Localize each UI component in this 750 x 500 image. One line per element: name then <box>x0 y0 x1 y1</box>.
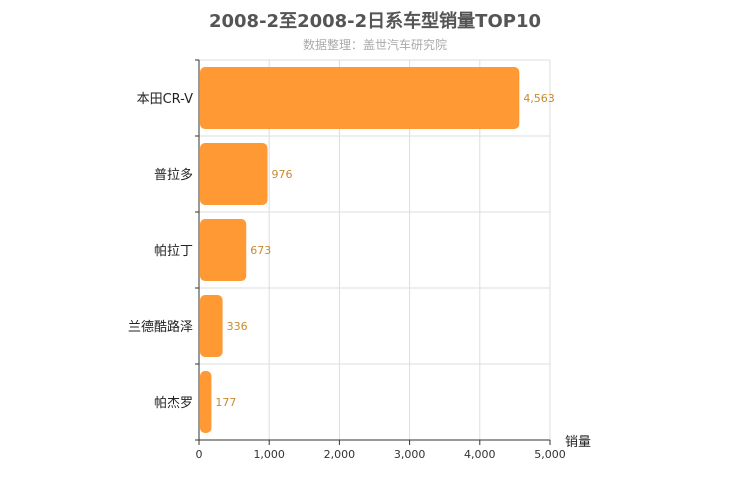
category-label: 本田CR-V <box>137 92 194 107</box>
value-label: 336 <box>227 320 248 333</box>
bar[interactable] <box>200 67 520 129</box>
value-label: 976 <box>272 168 293 181</box>
bar[interactable] <box>200 219 247 281</box>
category-label: 帕拉丁 <box>154 244 193 259</box>
chart-title: 2008-2至2008-2日系车型销量TOP10 <box>208 11 541 32</box>
value-label: 673 <box>250 244 271 257</box>
axis-layer <box>195 59 551 445</box>
bar-layer <box>200 67 520 433</box>
x-tick-label: 1,000 <box>253 448 285 461</box>
x-axis-title: 销量 <box>565 435 591 450</box>
x-tick-label: 4,000 <box>464 448 496 461</box>
label-layer: 4,563 本田CR-V 976 普拉多 673 帕拉丁 336 兰德酷路泽 177 帕杰罗 0 1,… <box>128 92 566 461</box>
bar[interactable] <box>200 371 212 433</box>
category-label: 兰德酷路泽 <box>128 319 193 335</box>
value-label: 4,563 <box>523 92 555 105</box>
bar[interactable] <box>200 143 268 205</box>
x-tick-label: 3,000 <box>394 448 426 461</box>
x-tick-label: 5,000 <box>534 448 566 461</box>
x-tick-label: 0 <box>196 448 203 461</box>
category-label: 普拉多 <box>154 167 193 183</box>
x-tick-label: 2,000 <box>324 448 356 461</box>
bar[interactable] <box>200 295 223 357</box>
chart-subtitle: 数据整理：盖世汽车研究院 <box>302 38 447 52</box>
value-label: 177 <box>215 396 236 409</box>
category-label: 帕杰罗 <box>154 396 193 411</box>
